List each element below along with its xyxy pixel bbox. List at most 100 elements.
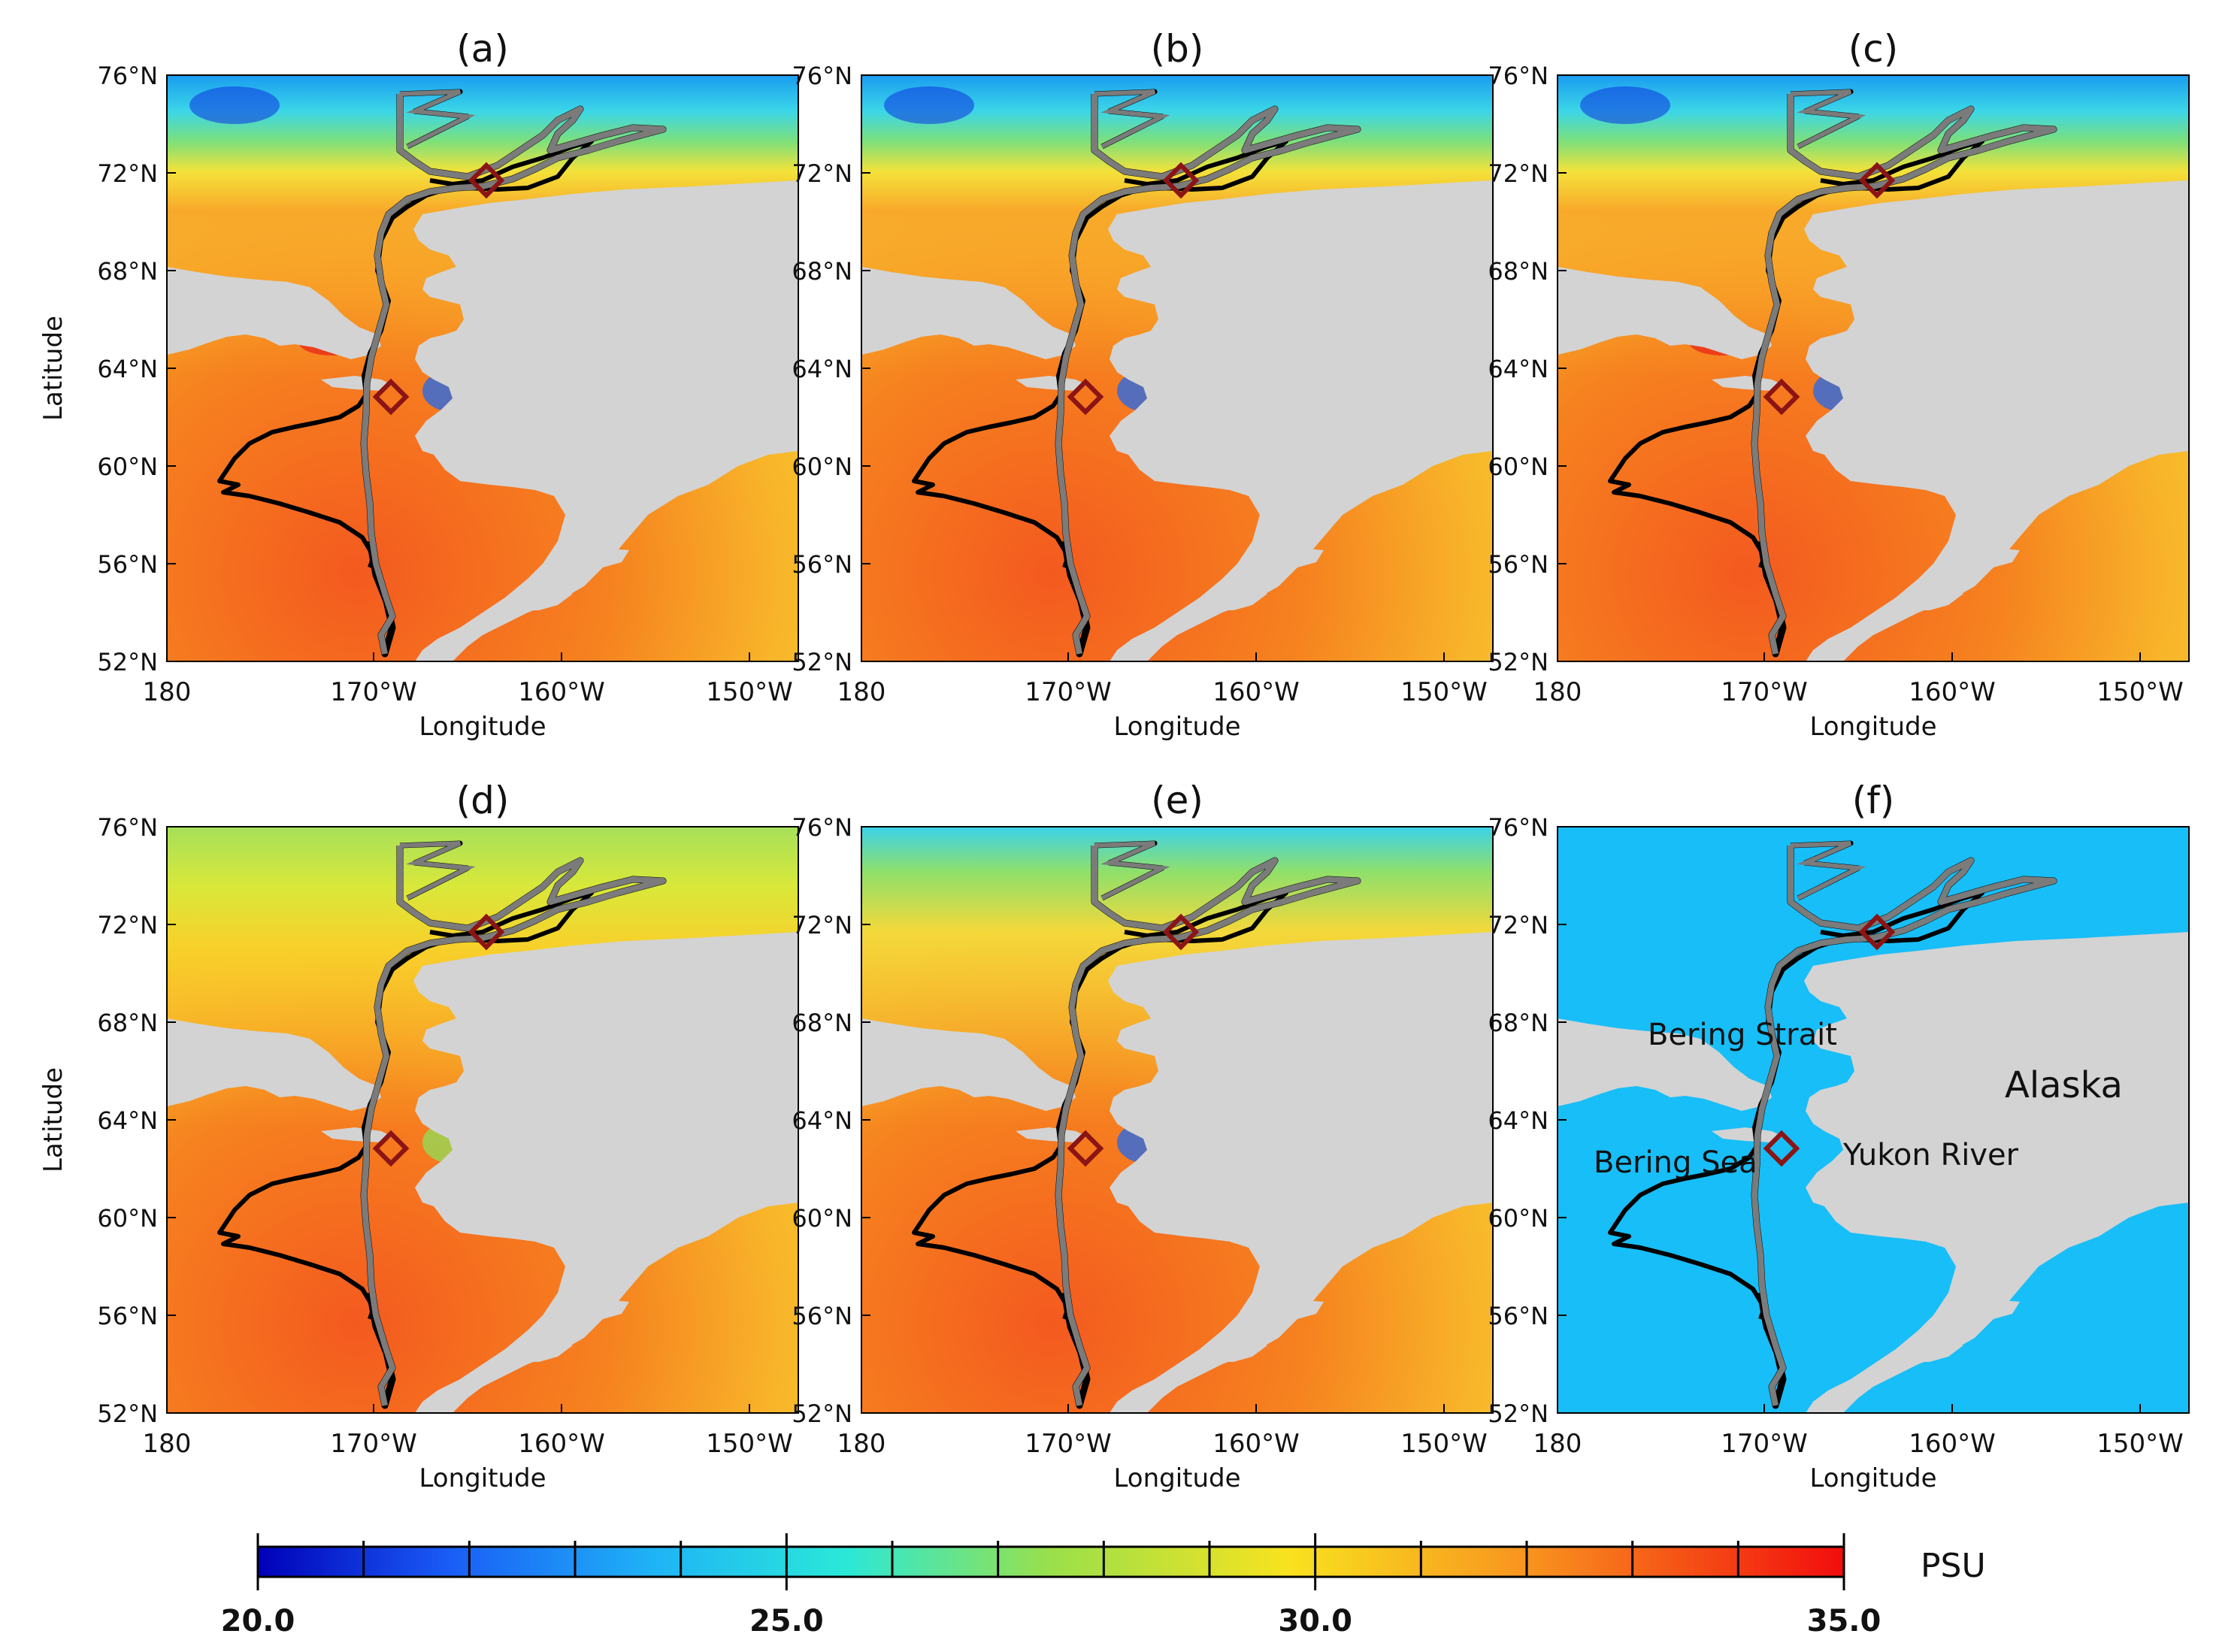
- panel-label: (e): [1151, 779, 1203, 822]
- lon-tick-label: 180: [837, 677, 886, 707]
- cruise-track-gray-north: [1094, 841, 1170, 900]
- lat-tick-label: 52°N: [1488, 1399, 1548, 1428]
- lon-tick-label: 150°W: [2096, 1429, 2184, 1459]
- lat-tick-label: 76°N: [97, 62, 158, 90]
- colorbar-tick-label: 35.0: [1807, 1604, 1882, 1638]
- lon-tick-label: 170°W: [1721, 1429, 1808, 1459]
- lat-tick-label: 52°N: [792, 648, 852, 676]
- cruise-track-gray-north: [1790, 841, 1866, 900]
- lon-tick-label: 150°W: [706, 1429, 793, 1459]
- lon-tick-label: 160°W: [1909, 1429, 1996, 1459]
- map-area: [1558, 827, 2189, 1413]
- lat-tick-label: 68°N: [792, 257, 852, 286]
- lat-tick-label: 64°N: [792, 1106, 852, 1135]
- lon-tick-label: 160°W: [1212, 1429, 1300, 1459]
- lat-tick-label: 68°N: [97, 1009, 158, 1037]
- lon-tick-label: 170°W: [1025, 1429, 1112, 1459]
- x-axis-label: Longitude: [1113, 1463, 1240, 1493]
- lon-tick-label: 170°W: [330, 677, 417, 707]
- cruise-track-gray-north: [1790, 89, 1866, 149]
- lat-tick-label: 56°N: [97, 550, 158, 579]
- place-bering-strait: Bering Strait: [1648, 1018, 1837, 1052]
- station-marker: [1067, 162, 1200, 416]
- lat-tick-label: 64°N: [792, 355, 852, 383]
- cruise-track-gray-north: [1094, 89, 1170, 149]
- x-axis-label: Longitude: [419, 1463, 546, 1493]
- lat-tick-label: 76°N: [1488, 62, 1548, 90]
- x-axis-label: Longitude: [1809, 1463, 1936, 1493]
- place-yukon-river: Yukon River: [1842, 1138, 2019, 1172]
- lon-tick-label: 150°W: [1400, 1429, 1488, 1459]
- lat-tick-label: 76°N: [1488, 813, 1548, 842]
- panel-label: (f): [1852, 779, 1895, 822]
- lon-tick-label: 180: [837, 1429, 886, 1459]
- lat-tick-label: 76°N: [97, 813, 158, 842]
- lat-tick-label: 56°N: [1488, 1302, 1548, 1330]
- lat-tick-label: 68°N: [1488, 1009, 1548, 1037]
- lat-tick-label: 56°N: [792, 550, 852, 579]
- lat-tick-label: 72°N: [1488, 911, 1548, 939]
- colorbar-tick-label: 30.0: [1278, 1604, 1352, 1638]
- lon-tick-label: 160°W: [518, 677, 605, 707]
- cruise-track-gray-north: [399, 841, 476, 900]
- lon-tick-label: 170°W: [330, 1429, 417, 1459]
- lat-tick-label: 60°N: [97, 1204, 158, 1233]
- lat-tick-label: 64°N: [97, 1106, 158, 1135]
- map-area: [861, 75, 1493, 661]
- lat-tick-label: 72°N: [97, 911, 158, 939]
- lat-tick-label: 60°N: [1488, 1204, 1548, 1233]
- lon-tick-label: 150°W: [706, 677, 793, 707]
- station-marker: [1763, 162, 1896, 416]
- map-area: [861, 827, 1493, 1413]
- lat-tick-label: 56°N: [1488, 550, 1548, 579]
- panel-label: (c): [1848, 27, 1899, 71]
- lon-tick-label: 180: [1533, 1429, 1582, 1459]
- colorbar-tick-label: 25.0: [749, 1604, 824, 1638]
- lon-tick-label: 150°W: [2096, 677, 2184, 707]
- lat-tick-label: 52°N: [97, 1399, 158, 1428]
- lat-tick-label: 68°N: [97, 257, 158, 286]
- map-area: [167, 827, 798, 1413]
- cruise-track-gray-north: [399, 89, 476, 149]
- station-marker: [1763, 913, 1896, 1167]
- lat-tick-label: 72°N: [792, 911, 852, 939]
- lon-tick-label: 160°W: [1909, 677, 1996, 707]
- lat-tick-label: 52°N: [792, 1399, 852, 1428]
- freshwater-patch: [884, 86, 974, 124]
- lon-tick-label: 170°W: [1721, 677, 1808, 707]
- lat-tick-label: 64°N: [97, 355, 158, 383]
- lon-tick-label: 170°W: [1025, 677, 1112, 707]
- colorbar: PSU: [256, 1533, 1986, 1590]
- panel-label: (b): [1151, 27, 1204, 71]
- y-axis-label: Latitude: [38, 1067, 68, 1172]
- lon-tick-label: 180: [143, 677, 192, 707]
- place-alaska: Alaska: [2005, 1064, 2123, 1106]
- lat-tick-label: 76°N: [792, 813, 852, 842]
- colorbar-tick-label: 20.0: [221, 1604, 295, 1638]
- freshwater-patch: [1580, 86, 1670, 124]
- lon-tick-label: 150°W: [1400, 677, 1488, 707]
- panel-label: (d): [456, 779, 510, 822]
- lat-tick-label: 56°N: [792, 1302, 852, 1330]
- lat-tick-label: 72°N: [792, 159, 852, 188]
- place-bering-sea: Bering Sea: [1594, 1145, 1757, 1180]
- lat-tick-label: 60°N: [792, 452, 852, 481]
- x-axis-label: Longitude: [419, 712, 546, 742]
- lat-tick-label: 52°N: [1488, 648, 1548, 676]
- map-area: [167, 75, 798, 661]
- lat-tick-label: 76°N: [792, 62, 852, 90]
- x-axis-label: Longitude: [1809, 712, 1936, 742]
- lat-tick-label: 72°N: [1488, 159, 1548, 188]
- lon-tick-label: 180: [1533, 677, 1582, 707]
- lon-tick-label: 180: [143, 1429, 192, 1459]
- lat-tick-label: 60°N: [792, 1204, 852, 1233]
- station-marker: [372, 913, 505, 1167]
- colorbar-gradient: [256, 1545, 1845, 1578]
- y-axis-label: Latitude: [38, 316, 68, 421]
